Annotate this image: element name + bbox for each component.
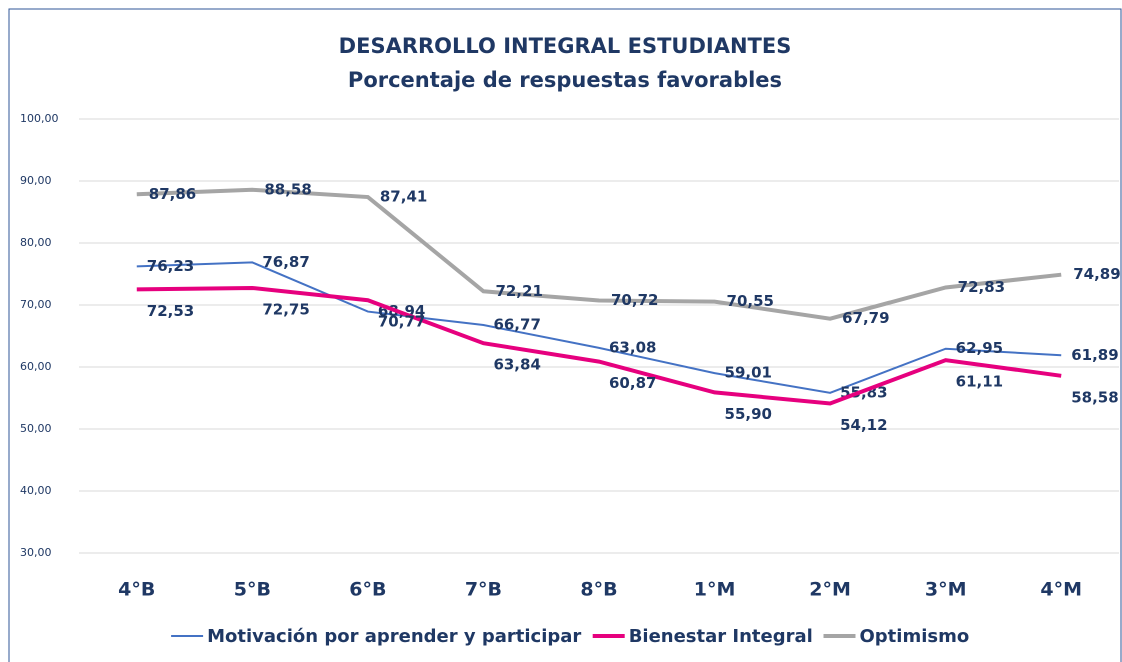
y-tick-label: 70,00 (20, 298, 52, 311)
x-tick-label: 4°B (118, 579, 155, 601)
chart-subtitle: Porcentaje de respuestas favorables (348, 68, 782, 92)
data-label: 72,21 (495, 282, 542, 300)
chart-border (8, 8, 1122, 662)
data-label: 63,08 (609, 338, 656, 356)
series-line (136, 285, 1062, 406)
legend-label: Motivación por aprender y participar (207, 626, 581, 647)
data-label: 70,77 (378, 313, 425, 331)
x-tick-label: 6°B (349, 579, 386, 601)
y-tick-label: 60,00 (20, 360, 52, 373)
data-label: 87,86 (149, 185, 196, 203)
y-tick-label: 90,00 (20, 174, 52, 187)
data-label: 87,41 (380, 188, 427, 206)
data-label: 60,87 (609, 374, 656, 392)
x-tick-label: 2°M (809, 579, 851, 601)
series-line (136, 261, 1062, 394)
data-label: 72,83 (958, 278, 1005, 296)
data-label: 72,75 (262, 300, 309, 318)
data-label: 70,55 (727, 292, 774, 310)
series-line (136, 187, 1062, 321)
data-label: 54,12 (840, 416, 887, 434)
chart-title: DESARROLLO INTEGRAL ESTUDIANTES (339, 34, 792, 58)
legend-label: Bienestar Integral (629, 626, 813, 647)
y-tick-label: 80,00 (20, 236, 52, 249)
data-label: 61,89 (1071, 346, 1118, 364)
data-label: 76,23 (147, 257, 194, 275)
data-label: 67,79 (842, 309, 889, 327)
x-tick-label: 8°B (580, 579, 617, 601)
x-tick-label: 4°M (1040, 579, 1082, 601)
data-label: 70,72 (611, 291, 658, 309)
data-label: 88,58 (264, 180, 311, 198)
y-tick-label: 50,00 (20, 422, 52, 435)
y-tick-label: 30,00 (20, 546, 52, 559)
y-tick-label: 100,00 (20, 112, 59, 125)
x-tick-label: 3°M (925, 579, 967, 601)
data-label: 59,01 (725, 364, 772, 382)
x-tick-label: 5°B (234, 579, 271, 601)
data-label: 62,95 (956, 339, 1003, 357)
data-label: 72,53 (147, 302, 194, 320)
data-label: 61,11 (956, 373, 1003, 391)
x-tick-label: 1°M (694, 579, 736, 601)
data-label: 55,90 (725, 405, 772, 423)
data-label: 63,84 (493, 356, 540, 374)
data-label: 76,87 (262, 253, 309, 271)
y-tick-label: 40,00 (20, 484, 52, 497)
x-tick-label: 7°B (465, 579, 502, 601)
data-label: 74,89 (1073, 265, 1120, 283)
data-label: 58,58 (1071, 388, 1118, 406)
legend-label: Optimismo (860, 626, 970, 647)
data-label: 66,77 (493, 316, 540, 334)
